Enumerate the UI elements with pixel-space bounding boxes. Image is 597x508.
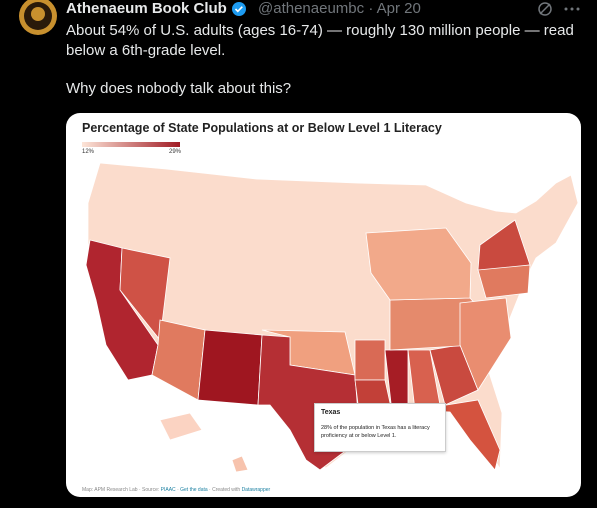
post-text: Why does nobody talk about this?	[66, 80, 292, 97]
media-card[interactable]: Percentage of State Populations at or Be…	[66, 113, 581, 497]
state	[354, 339, 386, 381]
state	[414, 399, 501, 471]
post-text: About 54% of U.S. adults (ages 16-74) — …	[66, 22, 574, 59]
state	[231, 455, 249, 473]
state	[159, 412, 203, 441]
state	[197, 329, 263, 406]
legend-min: 12%	[82, 149, 95, 155]
tooltip-text: 28% of the population in Texas has a lit…	[321, 425, 430, 439]
legend-max: 29%	[169, 149, 182, 155]
data-link[interactable]: Get the data	[180, 487, 208, 493]
post-meta: @athenaeumbc · Apr 20	[258, 0, 421, 17]
tooltip: Texas 28% of the population in Texas has…	[314, 403, 446, 452]
verified-badge	[232, 2, 246, 16]
footer-text: · Created with	[209, 487, 241, 493]
state	[459, 297, 512, 391]
author-name[interactable]: Athenaeum Book Club	[66, 0, 227, 17]
legend-bar	[82, 142, 180, 147]
source-link[interactable]: PIAAC	[160, 487, 176, 493]
handle[interactable]: @athenaeumbc	[258, 0, 365, 17]
separator: ·	[368, 0, 374, 17]
map	[85, 162, 579, 473]
map-title: Percentage of State Populations at or Be…	[82, 121, 442, 135]
state	[151, 319, 206, 401]
tool-link[interactable]: Datawrapper	[241, 487, 271, 493]
state	[477, 264, 531, 299]
tooltip-title: Texas	[321, 409, 341, 416]
separator: ·	[177, 487, 179, 493]
date[interactable]: Apr 20	[376, 0, 421, 17]
avatar[interactable]	[18, 0, 58, 40]
footer: Map: APM Research Lab · Source: PIAAC · …	[82, 487, 270, 493]
post-actions[interactable]	[536, 0, 586, 18]
state	[365, 227, 472, 301]
footer-text: Map: APM Research Lab · Source:	[82, 487, 160, 493]
